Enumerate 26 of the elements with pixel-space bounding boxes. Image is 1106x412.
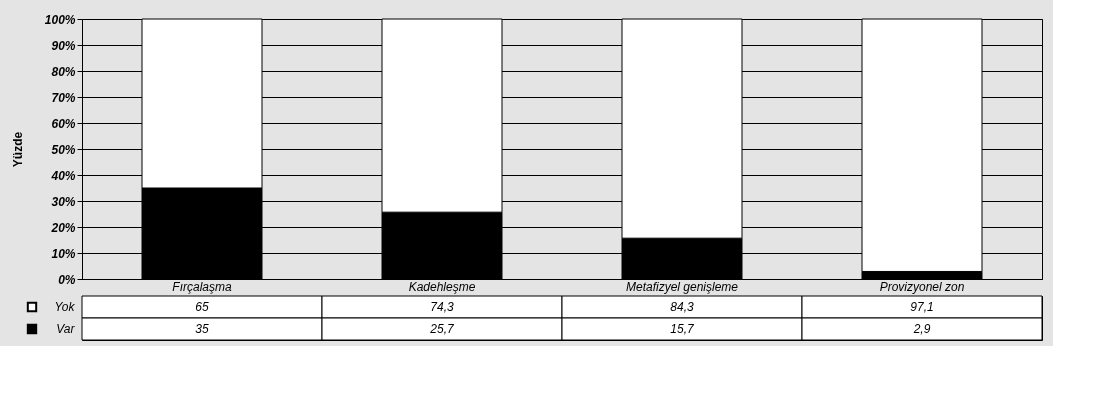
y-tick-label: 10% xyxy=(51,246,76,261)
data-label: 84,3 xyxy=(670,300,694,314)
y-tick-label: 100% xyxy=(44,12,76,27)
x-tick-label: Kadehleşme xyxy=(408,279,476,294)
data-label: 97,1 xyxy=(910,300,934,314)
y-tick-label: 70% xyxy=(51,90,76,105)
legend-label: Var xyxy=(56,322,76,336)
x-tick-label: Provizyonel zon xyxy=(879,279,965,294)
y-axis-title: Yüzde xyxy=(10,131,25,168)
y-tick-label: 30% xyxy=(51,194,76,209)
y-tick-label: 50% xyxy=(51,142,76,157)
x-tick-label: Fırçalaşma xyxy=(172,279,232,294)
x-tick-label: Metafizyel genişleme xyxy=(625,279,739,294)
y-tick-label: 0% xyxy=(58,272,76,287)
y-tick-label: 90% xyxy=(51,38,76,53)
y-tick-label: 40% xyxy=(50,168,76,183)
data-label: 65 xyxy=(195,300,209,314)
data-label: 15,7 xyxy=(670,322,695,336)
data-label: 74,3 xyxy=(430,300,454,314)
data-label: 25,7 xyxy=(429,322,455,336)
data-label: 2,9 xyxy=(912,322,931,336)
data-label: 35 xyxy=(195,322,209,336)
y-tick-label: 80% xyxy=(51,64,76,79)
legend-label: Yok xyxy=(54,300,76,314)
y-tick-label: 20% xyxy=(50,220,76,235)
y-tick-label: 60% xyxy=(51,116,76,131)
